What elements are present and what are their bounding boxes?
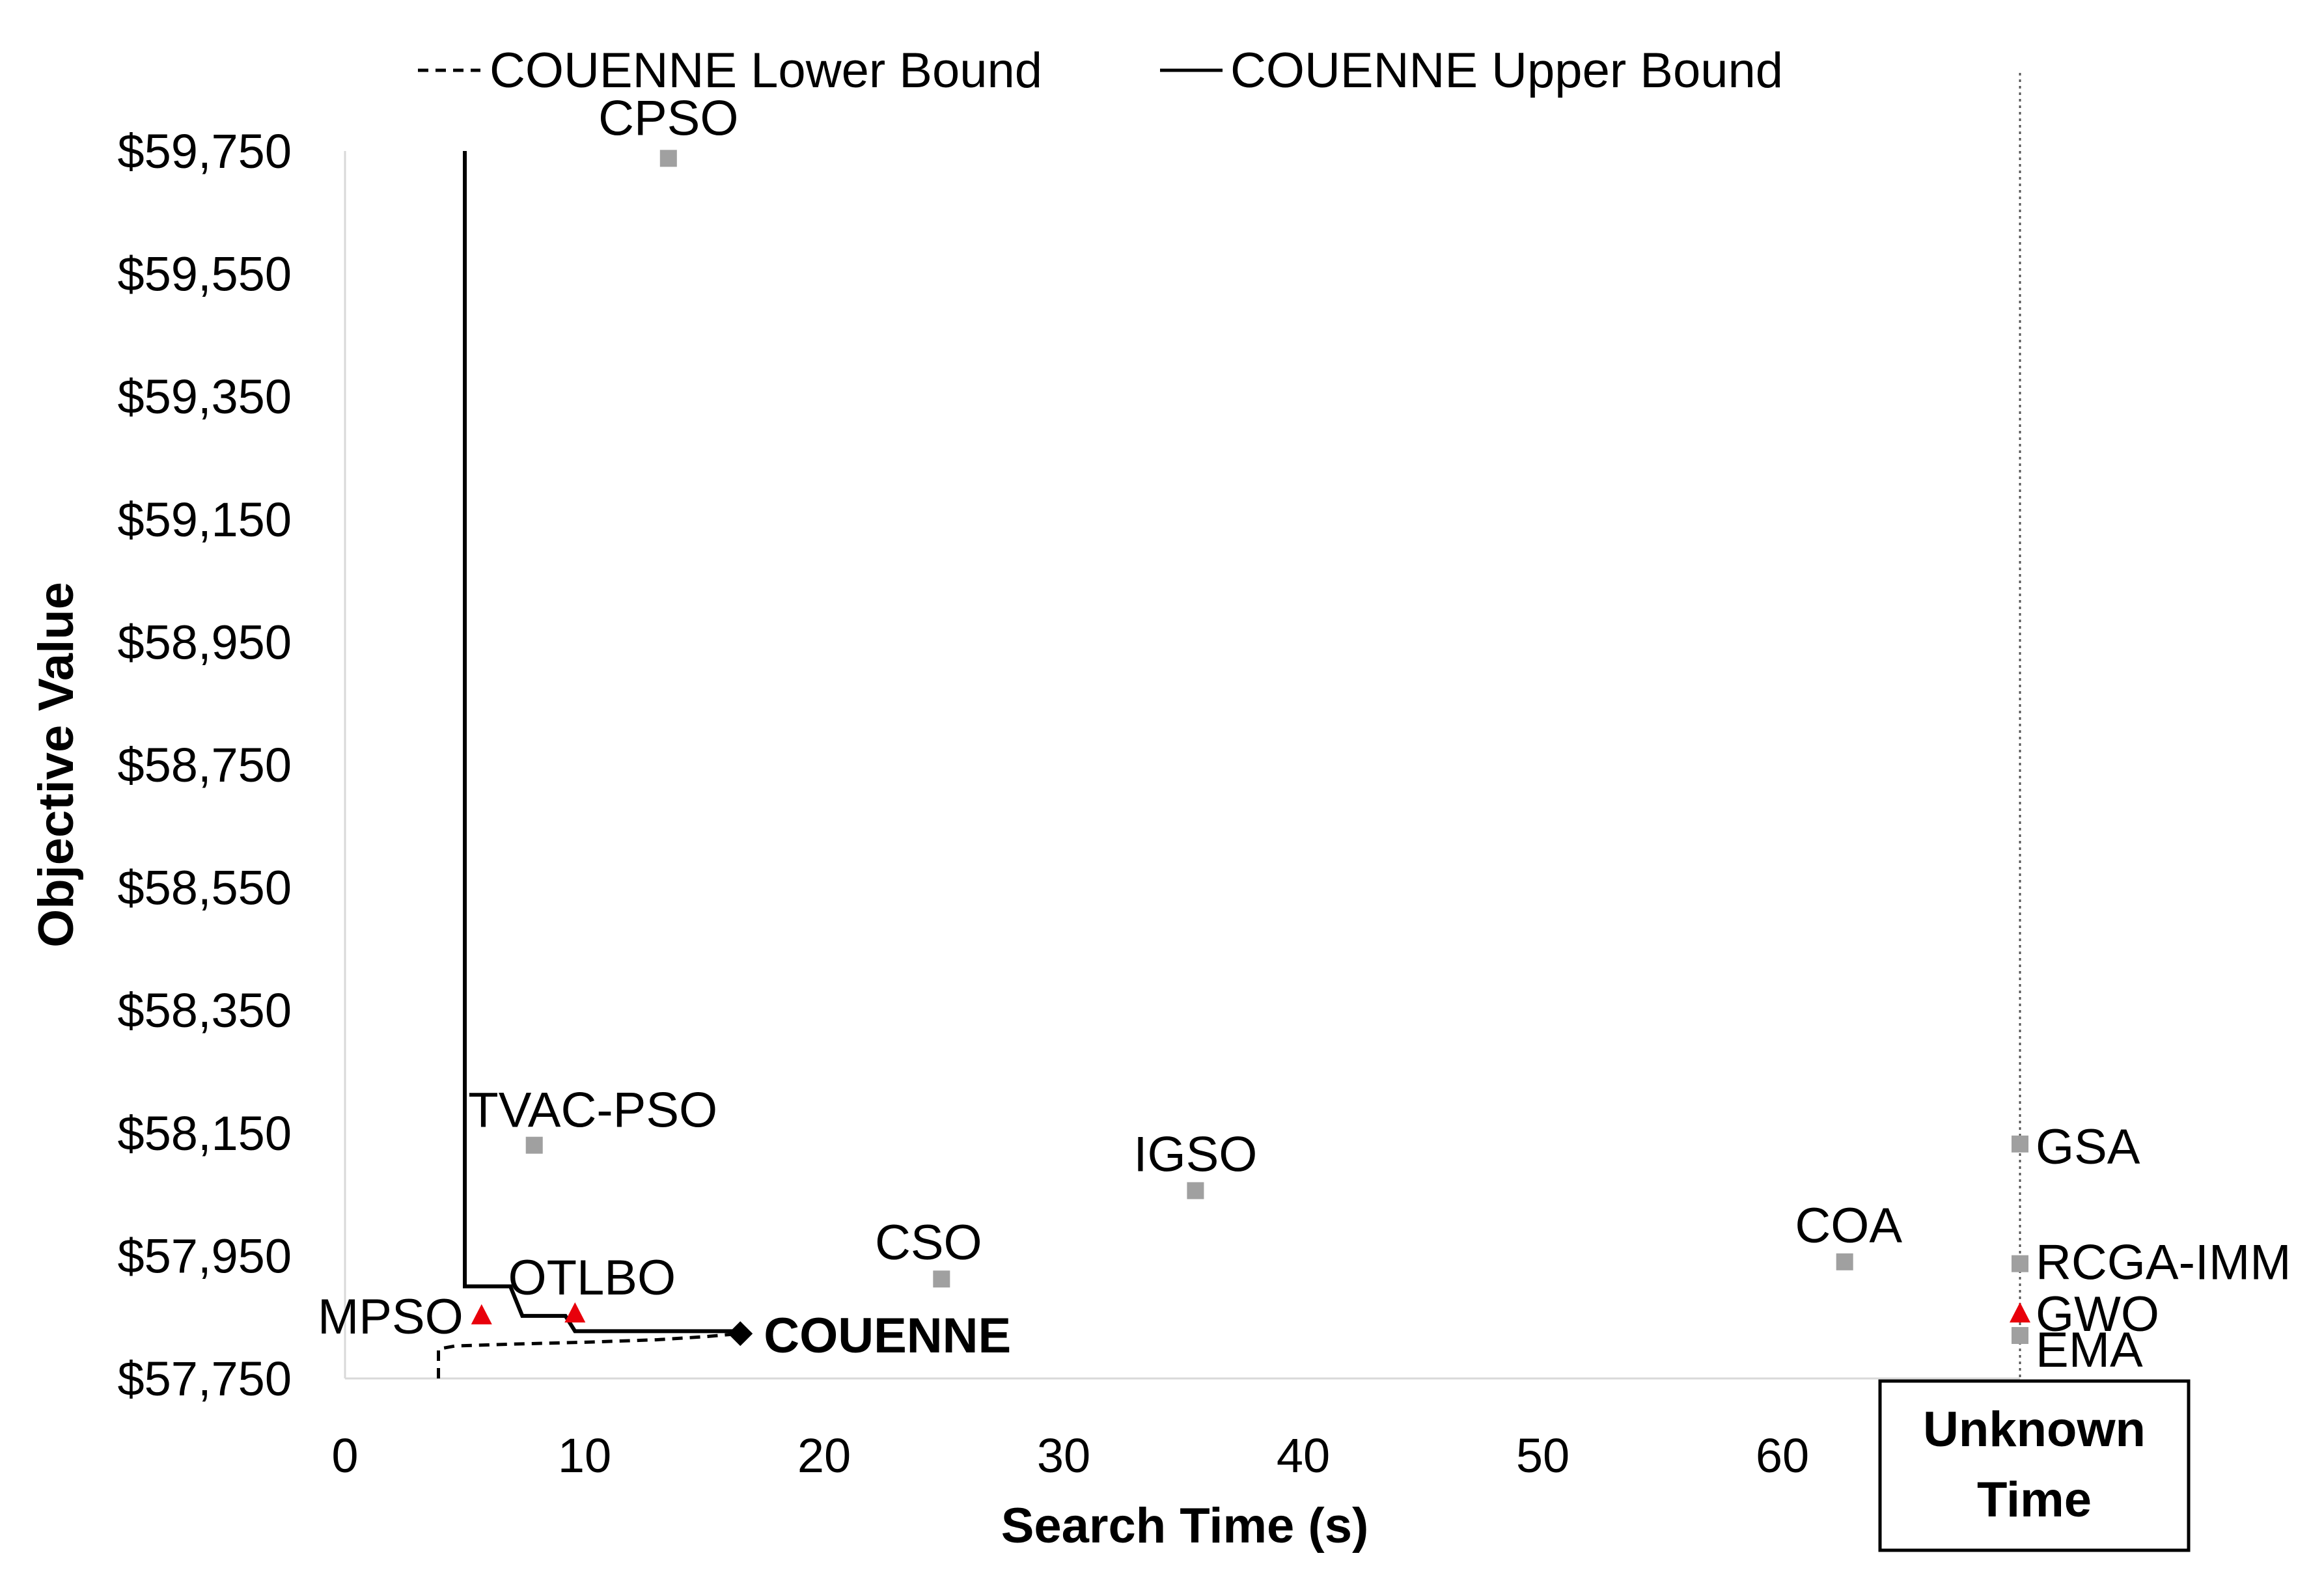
igso-marker (1187, 1182, 1204, 1199)
upper-bound-line (463, 151, 741, 1334)
rcga-imm-marker (2012, 1255, 2028, 1272)
ema-marker (2012, 1326, 2028, 1344)
y-tick-label: $59,150 (118, 493, 292, 547)
cso-label: CSO (875, 1215, 982, 1270)
cso-marker (933, 1270, 950, 1288)
otlbo-marker (564, 1302, 586, 1322)
x-tick-label: 10 (558, 1429, 611, 1483)
coa-label: COA (1795, 1198, 1902, 1253)
y-tick-label: $58,350 (118, 983, 292, 1037)
y-tick-label: $58,150 (118, 1106, 292, 1160)
lower-bound-line (437, 1332, 741, 1378)
y-tick-label: $59,750 (118, 124, 292, 178)
couenne-final-label: COUENNE (764, 1308, 1011, 1363)
cpso-marker (659, 150, 677, 167)
x-tick-label: 60 (1756, 1429, 1809, 1483)
gsa-label: GSA (2036, 1119, 2140, 1175)
y-tick-label: $59,350 (118, 370, 292, 424)
gwo-label: GWO (2036, 1287, 2159, 1342)
x-tick-label: 20 (797, 1429, 851, 1483)
couenne-final-marker (728, 1321, 753, 1347)
ema-label: EMA (2036, 1322, 2143, 1378)
tvac-pso-marker (525, 1136, 543, 1154)
y-tick-label: $58,950 (118, 615, 292, 669)
gwo-marker (2010, 1302, 2030, 1322)
y-tick-label: $58,750 (118, 738, 292, 792)
legend-upper-bound-label: COUENNE Upper Bound (1230, 43, 1783, 98)
y-tick-label: $57,750 (118, 1352, 292, 1406)
mpso-marker (471, 1304, 492, 1324)
unknown-time-box-line2: Time (1977, 1472, 2092, 1527)
y-axis-title: Objective Value (29, 582, 84, 948)
cpso-label: CPSO (598, 90, 738, 146)
coa-marker (1836, 1253, 1853, 1270)
tvac-pso-label: TVAC-PSO (468, 1083, 717, 1138)
y-tick-label: $59,550 (118, 247, 292, 301)
x-axis-title: Search Time (s) (1001, 1498, 1369, 1554)
legend-lower-bound-label: COUENNE Lower Bound (490, 43, 1042, 98)
mpso-label: MPSO (318, 1289, 463, 1345)
y-tick-label: $58,550 (118, 861, 292, 915)
unknown-time-box-line1: Unknown (1923, 1402, 2146, 1457)
x-tick-label: 40 (1277, 1429, 1330, 1483)
x-tick-label: 0 (331, 1429, 358, 1483)
igso-label: IGSO (1133, 1127, 1257, 1182)
unknown-time-box (1878, 1379, 2191, 1552)
y-tick-label: $57,950 (118, 1229, 292, 1283)
otlbo-label: OTLBO (508, 1250, 676, 1306)
rcga-imm-label: RCGA-IMM (2036, 1235, 2291, 1291)
x-tick-label: 30 (1037, 1429, 1090, 1483)
gsa-marker (2012, 1135, 2028, 1153)
x-tick-label: 50 (1516, 1429, 1570, 1483)
